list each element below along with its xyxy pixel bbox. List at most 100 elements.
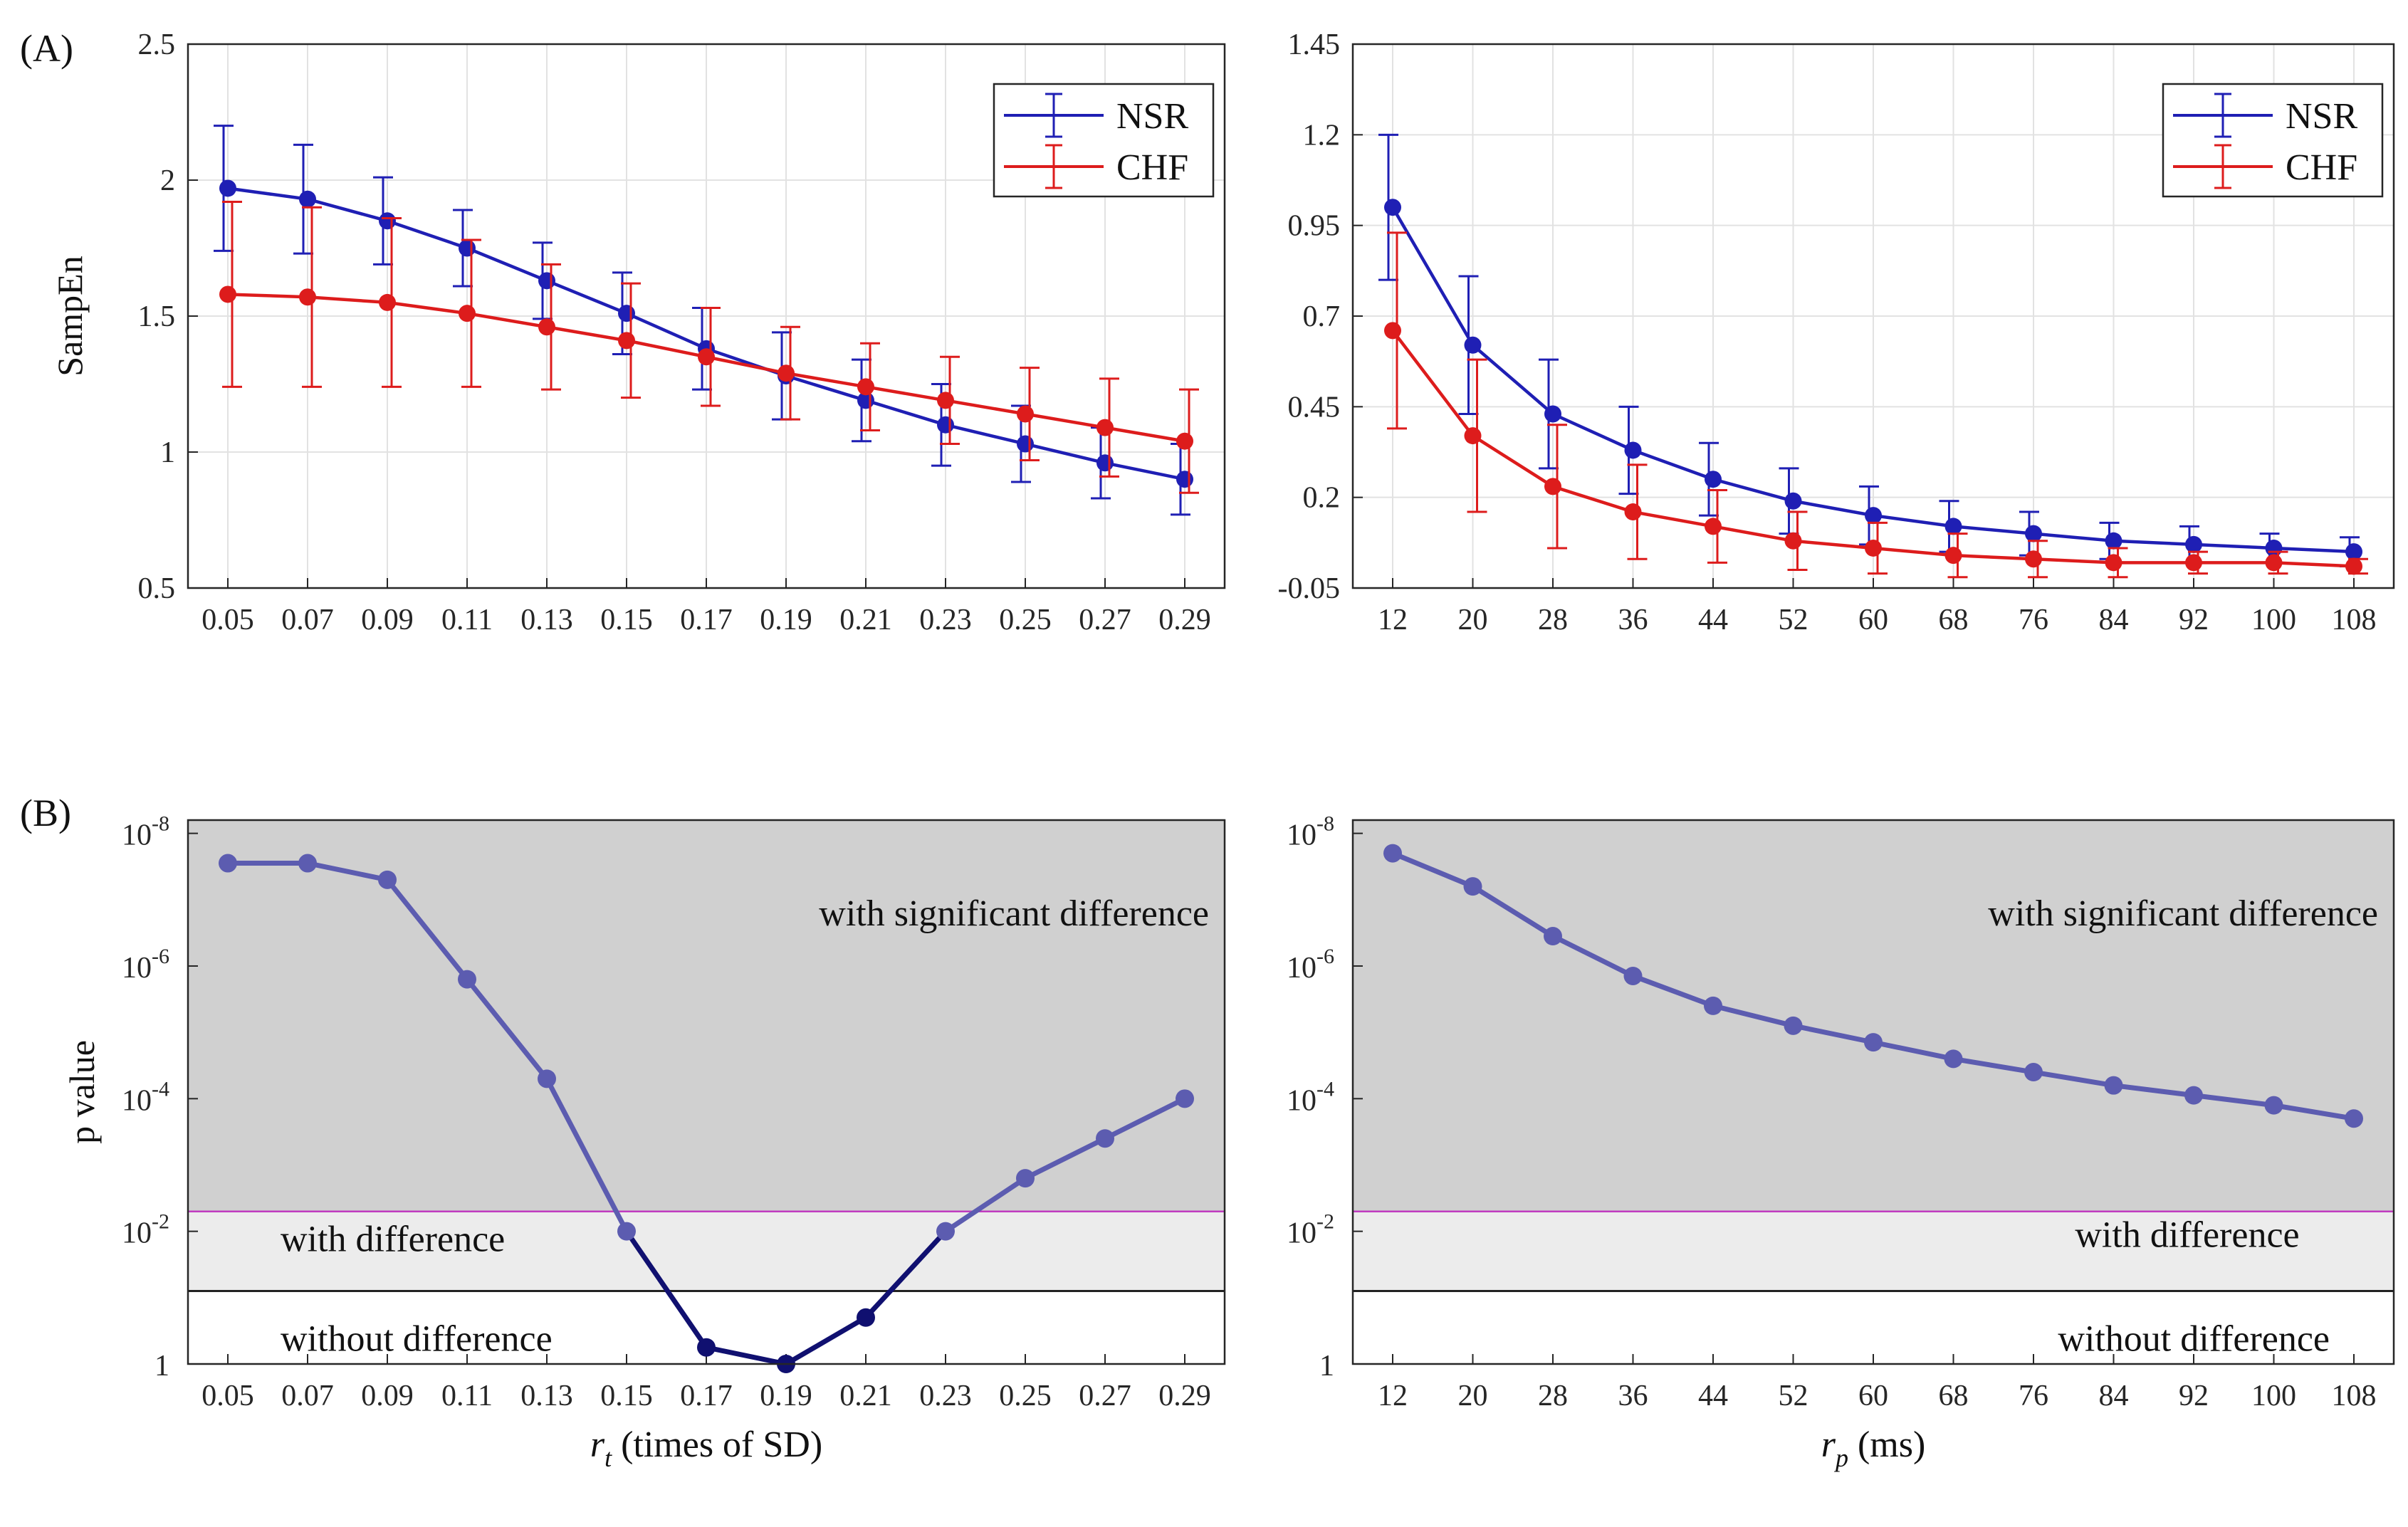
b-left-series-segment (464, 977, 550, 1081)
b-right-series-segment (1951, 1056, 2036, 1075)
a-left-x-tick-label: 0.13 (520, 604, 573, 636)
a-right-legend-label-chf: CHF (2286, 147, 2357, 188)
a-right-legend-box (2162, 83, 2384, 198)
a-left-data-point-nsr (1017, 435, 1034, 453)
a-right-data-point-chf (2345, 557, 2362, 575)
a-left-y-tick-label: 2 (160, 164, 175, 197)
a-right-x-tick-label: 100 (2251, 604, 2296, 636)
b-left-y-axis-title: p value (62, 1040, 102, 1144)
b-right-data-point (1544, 927, 1562, 946)
b-left-data-point (1096, 1129, 1114, 1148)
b-right-x-tick-label: 108 (2332, 1380, 2377, 1412)
b-left-y-tick-label: 1 (155, 1350, 169, 1382)
a-right-data-point-chf (2185, 554, 2202, 572)
a-left-x-tick-label: 0.23 (919, 604, 972, 636)
b-left-x-tick-label: 0.29 (1158, 1380, 1211, 1412)
b-right-x-axis-symbol: r (1821, 1424, 1836, 1465)
b-left-series-segment (305, 861, 390, 883)
a-right-data-point-chf (1944, 547, 1962, 565)
b-left-series-segment (943, 1175, 1028, 1234)
b-right-y-tick-label: 10-6 (1287, 945, 1334, 985)
b-left-x-tick-label: 0.23 (919, 1380, 972, 1412)
a-right-legend: NSR CHF (2162, 83, 2384, 198)
a-left-x-tick-label: 0.19 (760, 604, 812, 636)
a-right-x-tick-label: 68 (1939, 604, 1969, 636)
a-left-x-tick-label: 0.05 (201, 604, 254, 636)
a-left-data-point-chf (618, 332, 635, 350)
b-left-x-tick-label: 0.13 (520, 1380, 573, 1412)
b-right-x-axis-subscript: p (1833, 1444, 1848, 1472)
b-left-region-label-none: without difference (281, 1319, 553, 1360)
b-left-data-point (219, 854, 237, 873)
b-left-axes-box (187, 819, 1226, 1365)
b-right-y-tick-exponent: -8 (1316, 812, 1334, 836)
b-right-y-tick-exponent: -4 (1316, 1077, 1334, 1101)
b-right-x-axis-unit: (ms) (1848, 1424, 1925, 1465)
a-right-data-point-nsr (1865, 507, 1882, 525)
b-right-region-label-difference: with difference (2075, 1215, 2299, 1256)
b-right-x-tick-label: 60 (1858, 1380, 1888, 1412)
chart-sampen-vs-rp: -0.05 0.2 0.45 0.7 0.95 1.2 1.45 12 20 28 36 44 52 60… (1278, 28, 2395, 636)
a-right-x-tick-label: 28 (1538, 604, 1568, 636)
b-left-y-tick-label: 10-8 (122, 812, 169, 852)
a-left-data-point-chf (1096, 419, 1114, 436)
a-right-x-tick-label: 108 (2332, 604, 2377, 636)
a-left-legend-box (993, 83, 1215, 198)
b-left-x-axis-unit: (times of SD) (612, 1424, 822, 1465)
a-left-data-point-chf (379, 293, 396, 311)
b-left-data-point (1176, 1089, 1194, 1108)
b-right-series-segment (1470, 883, 1556, 939)
a-right-x-tick-label: 20 (1458, 604, 1488, 636)
b-right-data-point (1784, 1016, 1803, 1035)
b-right-region-label-none: without difference (2058, 1319, 2330, 1360)
a-right-axes-box (1351, 43, 2395, 589)
a-right-data-point-chf (1784, 532, 1802, 550)
a-right-x-tick-label: 44 (1698, 604, 1728, 636)
a-right-series-chf (1384, 231, 2368, 579)
b-left-y-tick-exponent: -4 (152, 1077, 169, 1101)
b-right-data-point (2264, 1096, 2283, 1115)
b-right-data-point (2104, 1076, 2123, 1095)
a-right-data-point-nsr (2105, 532, 2122, 550)
b-right-data-point (1944, 1049, 1963, 1069)
a-left-x-tick-label: 0.07 (281, 604, 334, 636)
b-left-y-tick-exponent: -2 (152, 1210, 169, 1234)
b-left-x-axis-symbol: r (590, 1424, 605, 1465)
b-right-series-segment (1791, 1023, 1876, 1045)
b-left-series-segment (544, 1076, 629, 1234)
b-right-data-point (2184, 1086, 2203, 1105)
b-left-data-point (538, 1069, 556, 1088)
a-left-data-point-nsr (459, 239, 476, 257)
b-right-series-segment (2031, 1069, 2116, 1088)
b-right-y-tick-label: 1 (1319, 1350, 1334, 1382)
b-left-x-axis-title: rt (times of SD) (590, 1424, 822, 1472)
b-right-x-tick-label: 92 (2179, 1380, 2209, 1412)
b-right-series-segment (1710, 1003, 1796, 1029)
b-left-data-point (936, 1222, 955, 1241)
b-left-series-segment (1022, 1135, 1108, 1181)
a-left-data-point-nsr (538, 272, 555, 290)
a-left-data-point-nsr (379, 212, 396, 230)
b-left-x-tick-label: 0.11 (441, 1380, 493, 1412)
b-left-x-tick-label: 0.25 (999, 1380, 1052, 1412)
a-right-data-point-chf (2105, 554, 2122, 572)
a-right-y-tick-label: -0.05 (1278, 572, 1341, 605)
b-right-data-point (1463, 877, 1482, 896)
b-right-x-axis-title: rp (ms) (1821, 1424, 1926, 1472)
a-right-data-point-nsr (2185, 535, 2202, 553)
a-left-y-axis-title: SampEn (50, 256, 90, 376)
b-left-y-tick-exponent: -8 (152, 812, 169, 836)
b-left-x-axis-subscript: t (604, 1444, 612, 1472)
a-right-x-tick-label: 92 (2179, 604, 2209, 636)
b-left-region-label-significant: with significant difference (819, 893, 1209, 934)
a-right-data-point-chf (2025, 550, 2042, 568)
panel-label-a: (A) (20, 27, 73, 70)
b-left-x-tick-label: 0.17 (680, 1380, 733, 1412)
b-right-x-tick-label: 68 (1939, 1380, 1969, 1412)
a-left-y-tick-label: 0.5 (138, 572, 176, 605)
b-left-region-significant (188, 820, 1225, 1212)
a-left-x-tick-label: 0.29 (1158, 604, 1211, 636)
b-right-x-tick-label: 100 (2251, 1380, 2296, 1412)
a-left-x-tick-label: 0.11 (441, 604, 493, 636)
